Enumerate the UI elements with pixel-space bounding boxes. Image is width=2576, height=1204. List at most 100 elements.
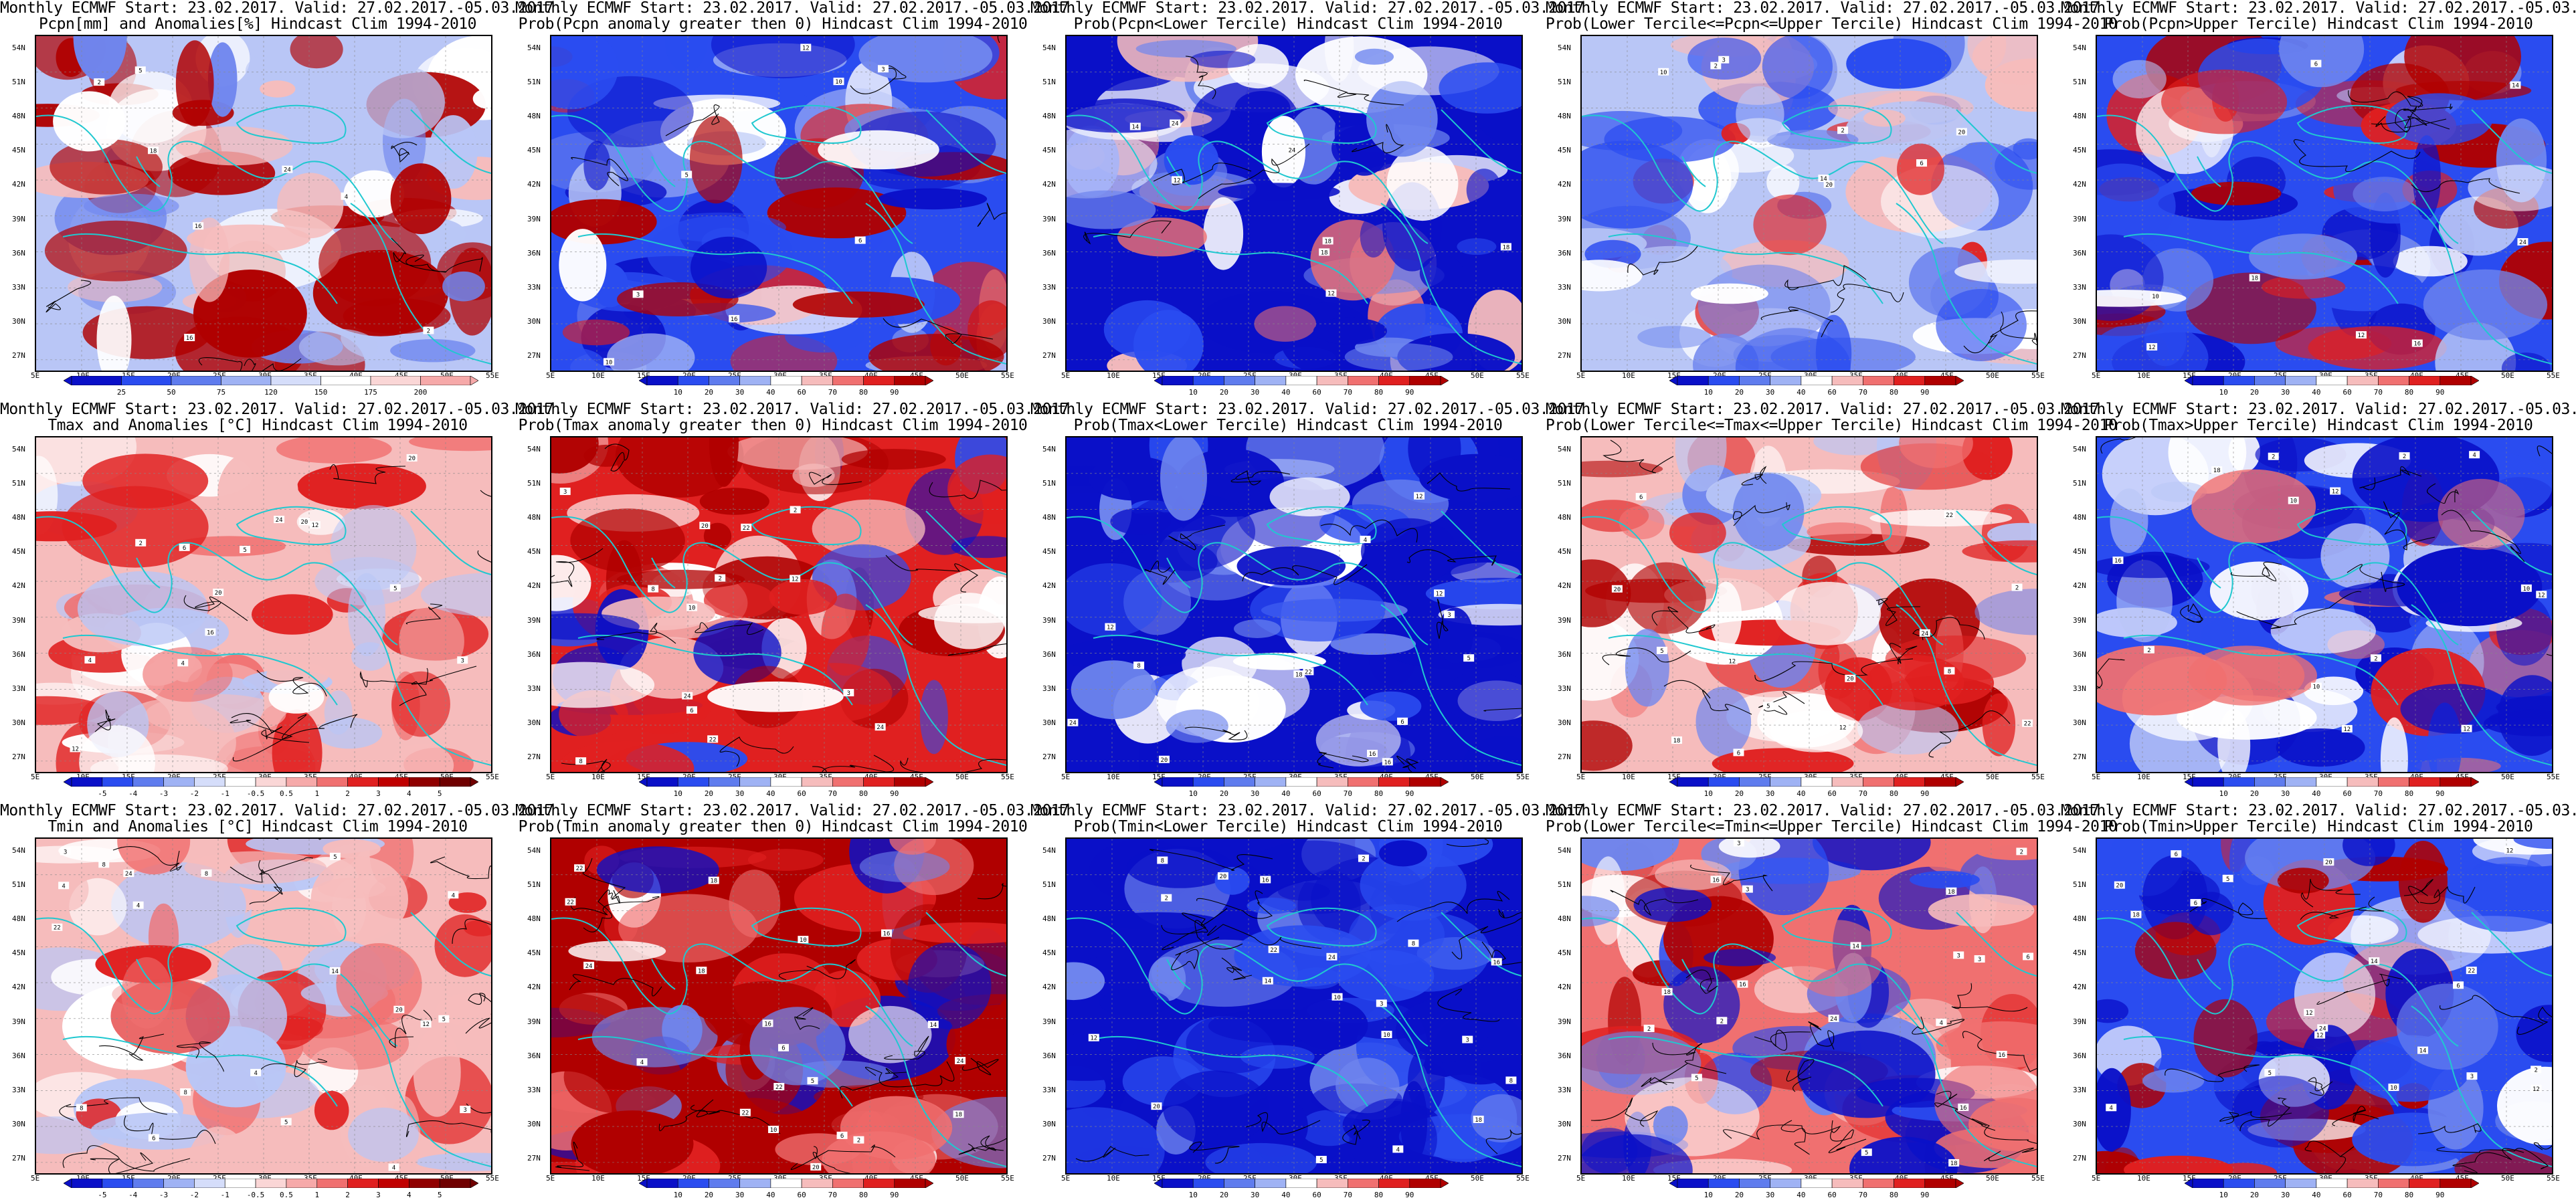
contour-line xyxy=(1963,310,2037,353)
contour-label: 18 xyxy=(2130,910,2142,919)
colorbar-tick-label: -0.5 xyxy=(246,1191,265,1199)
longitude-label: 10E xyxy=(2137,773,2150,781)
latitude-label: 33N xyxy=(1558,1085,1571,1094)
colorbar-swatch xyxy=(2285,376,2317,385)
colorbar-swatch xyxy=(2223,777,2255,787)
contour-label: 20 xyxy=(1845,674,1856,683)
latitude-label: 30N xyxy=(12,1119,25,1128)
svg-text:2: 2 xyxy=(1165,896,1168,902)
shaded-region xyxy=(1899,437,1973,468)
longitude-label: 55E xyxy=(486,371,499,380)
svg-text:2: 2 xyxy=(718,576,721,583)
shaded-region xyxy=(1366,81,1438,157)
latitude-label: 54N xyxy=(1558,445,1571,454)
map-panel-tmax-3: Monthly ECMWF Start: 23.02.2017. Valid: … xyxy=(1030,401,1593,803)
contour-label: 2 xyxy=(790,506,801,514)
shaded-region xyxy=(1439,62,1522,114)
contour-label: 24 xyxy=(1067,718,1079,727)
shaded-region xyxy=(699,488,769,515)
svg-text:10: 10 xyxy=(2313,684,2320,691)
coastline xyxy=(1608,1035,1883,1107)
colorbar-swatch xyxy=(739,1179,771,1188)
svg-text:24: 24 xyxy=(1921,631,1928,637)
svg-text:4: 4 xyxy=(392,1165,395,1172)
shaded-region xyxy=(1234,619,1281,638)
contour-label: 20 xyxy=(1151,1102,1162,1110)
latitude-label: 51N xyxy=(12,880,25,890)
latitude-label: 39N xyxy=(1558,1017,1571,1026)
contour-line xyxy=(1934,1090,1987,1126)
shaded-region xyxy=(747,849,824,871)
panel-subtitle: Prob(Tmin anomaly greater then 0) Hindca… xyxy=(518,818,1028,835)
svg-text:12: 12 xyxy=(2306,1010,2313,1017)
shaded-region xyxy=(2393,245,2468,277)
svg-text:22: 22 xyxy=(743,525,750,532)
coastline xyxy=(1380,1005,1522,1167)
contour-label: 5 xyxy=(807,1077,818,1085)
svg-text:10: 10 xyxy=(2522,586,2530,593)
svg-text:24: 24 xyxy=(276,517,283,524)
colorbar-tick-label: 70 xyxy=(1343,1191,1352,1199)
contour-line xyxy=(812,755,894,772)
colorbar-tick-label: 30 xyxy=(2281,789,2290,798)
svg-text:5: 5 xyxy=(333,854,337,861)
svg-text:18: 18 xyxy=(1950,1161,1958,1167)
svg-text:22: 22 xyxy=(1305,669,1312,676)
contour-label: 5 xyxy=(280,1118,292,1126)
colorbar-tick-label: 80 xyxy=(2404,789,2414,798)
svg-text:22: 22 xyxy=(709,736,717,743)
coastline xyxy=(1681,156,1706,187)
contour-label: 12 xyxy=(2504,846,2515,854)
shaded-region xyxy=(1982,693,2016,757)
coastline xyxy=(1380,604,1522,766)
svg-text:12: 12 xyxy=(792,577,799,583)
svg-text:3: 3 xyxy=(1722,58,1726,64)
colorbar-swatch xyxy=(2285,777,2317,787)
svg-text:8: 8 xyxy=(1161,858,1164,865)
colorbar-swatch xyxy=(1348,1179,1379,1188)
colorbar-swatch xyxy=(1224,777,1255,787)
colorbar-swatch xyxy=(2378,777,2409,787)
colorbar-tick-label: -5 xyxy=(98,1191,107,1199)
svg-text:6: 6 xyxy=(2456,983,2460,989)
panel-subtitle: Prob(Pcpn<Lower Tercile) Hindcast Clim 1… xyxy=(1073,15,1503,33)
shaded-region xyxy=(2513,839,2552,849)
shaded-region xyxy=(769,579,838,615)
contour-line xyxy=(1754,658,1914,682)
colorbar-tick-label: 30 xyxy=(735,1191,745,1199)
contour-line xyxy=(1590,1098,1659,1127)
contour-line xyxy=(430,856,491,880)
contour-label: 24 xyxy=(274,516,285,524)
contour-line xyxy=(399,666,477,706)
colorbar-swatch xyxy=(1677,1179,1709,1188)
svg-text:6: 6 xyxy=(152,1135,155,1142)
svg-text:6: 6 xyxy=(858,238,862,245)
contour-label: 10 xyxy=(768,1125,779,1134)
panel-title: Monthly ECMWF Start: 23.02.2017. Valid: … xyxy=(0,401,563,418)
colorbar-tick-label: 40 xyxy=(1797,388,1806,397)
svg-text:12: 12 xyxy=(1728,658,1736,665)
svg-text:12: 12 xyxy=(2533,1086,2540,1093)
contour-label: 2 xyxy=(1161,894,1172,902)
colorbar-swatch xyxy=(163,777,195,787)
panel-subtitle: Prob(Tmin>Upper Tercile) Hindcast Clim 1… xyxy=(2104,818,2533,835)
latitude-label: 33N xyxy=(1558,282,1571,292)
coastline xyxy=(350,1005,491,1167)
longitude-label: 55E xyxy=(2547,773,2560,781)
svg-text:10: 10 xyxy=(1383,1032,1390,1039)
colorbar-swatch xyxy=(270,376,321,385)
shaded-region xyxy=(2342,839,2395,866)
contour-line xyxy=(1602,647,1691,666)
svg-text:12: 12 xyxy=(2463,726,2470,733)
shaded-region xyxy=(551,36,618,110)
contour-label: 8 xyxy=(1944,667,1955,675)
colorbar-ticks: -5 -4 -3 -2 -1 -0.5 0.5 1 2 3 4 5 xyxy=(64,789,478,799)
map-panel-pcpn-4: Monthly ECMWF Start: 23.02.2017. Valid: … xyxy=(1546,0,2118,401)
contour-line xyxy=(596,623,676,644)
colorbar-tick-label: 30 xyxy=(1766,388,1775,397)
panel-title: Monthly ECMWF Start: 23.02.2017. Valid: … xyxy=(1546,802,2108,819)
colorbar-swatch xyxy=(801,777,833,787)
colorbar-tick-label: 60 xyxy=(1827,1191,1837,1199)
latitude-label: 54N xyxy=(527,846,541,855)
